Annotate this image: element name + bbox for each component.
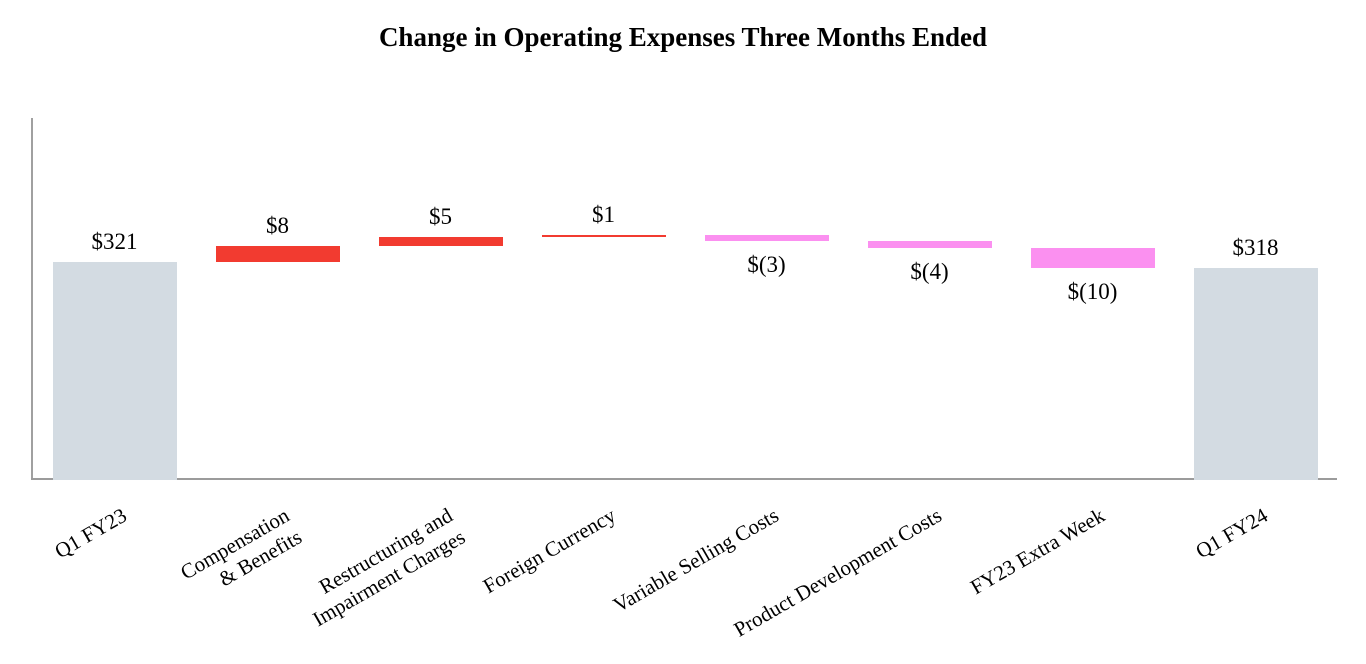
bar-foreign-currency xyxy=(541,234,666,237)
x-tick-label-restructuring-and-impairment-charges: Restructuring and Impairment Charges xyxy=(308,503,469,632)
value-label-compensation-benefits: $8 xyxy=(266,213,289,239)
value-label-variable-selling-costs: $(3) xyxy=(747,251,786,277)
bar-q1-fy24 xyxy=(1193,267,1318,480)
value-label-foreign-currency: $1 xyxy=(592,201,615,227)
x-tick-label-fy23-extra-week: FY23 Extra Week xyxy=(965,503,1109,600)
y-axis-line xyxy=(31,118,33,480)
x-tick-label-variable-selling-costs: Variable Selling Costs xyxy=(608,503,783,618)
x-tick-label-compensation-benefits: Compensation & Benefits xyxy=(176,503,306,592)
bar-variable-selling-costs xyxy=(704,234,829,241)
x-tick-label-q1-fy23: Q1 FY23 xyxy=(50,503,131,564)
value-label-q1-fy24: $318 xyxy=(1232,234,1279,260)
bar-product-development-costs xyxy=(867,240,992,249)
x-tick-label-q1-fy24: Q1 FY24 xyxy=(1191,503,1272,564)
value-label-product-development-costs: $(4) xyxy=(910,259,949,285)
value-label-q1-fy23: $321 xyxy=(91,229,138,255)
x-tick-label-foreign-currency: Foreign Currency xyxy=(478,503,620,599)
chart-title: Change in Operating Expenses Three Month… xyxy=(378,22,988,52)
bar-fy23-extra-week xyxy=(1030,248,1155,268)
value-label-fy23-extra-week: $(10) xyxy=(1067,278,1118,304)
bar-restructuring-and-impairment-charges xyxy=(378,236,503,247)
value-label-restructuring-and-impairment-charges: $5 xyxy=(429,203,452,229)
x-axis-line xyxy=(31,478,1337,480)
bar-compensation-benefits xyxy=(215,246,340,262)
bar-q1-fy23 xyxy=(52,262,177,480)
